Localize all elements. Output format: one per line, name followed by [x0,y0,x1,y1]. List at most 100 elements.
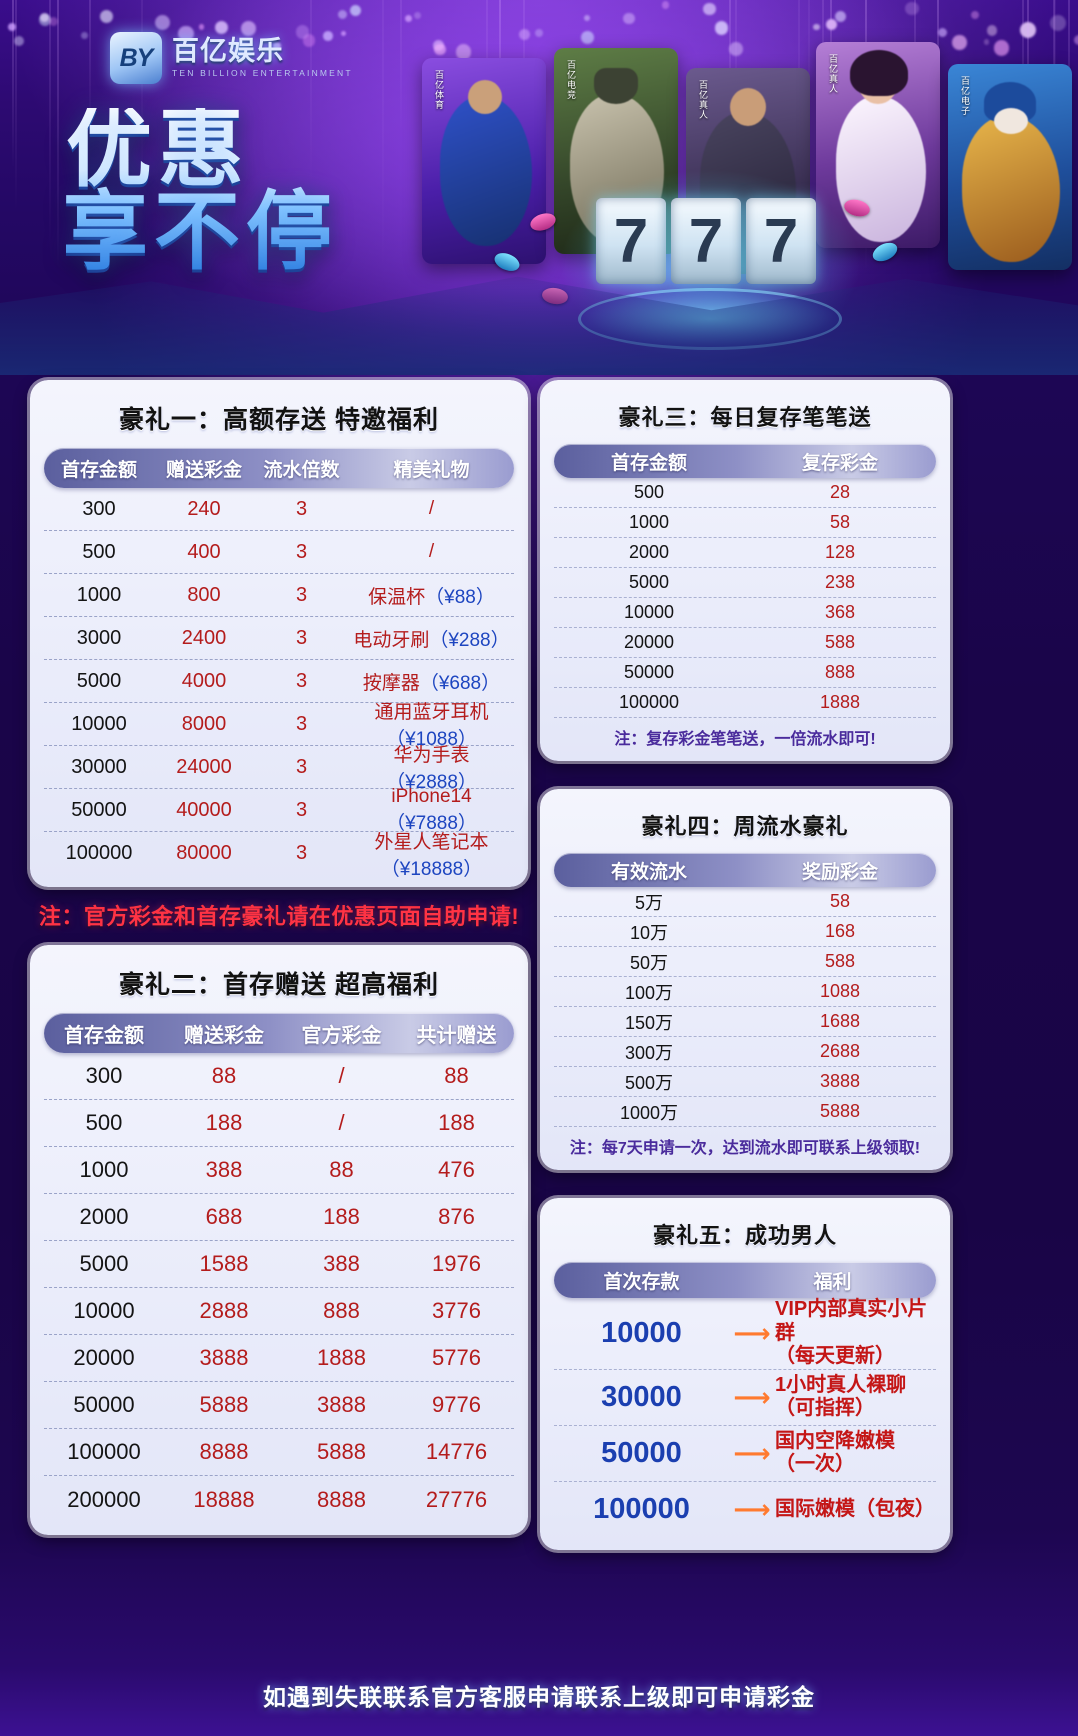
bonus-amount: 80000 [154,842,254,865]
gift3-title: 豪礼三：每日复存笔笔送 [554,400,936,432]
turnover-amount: 100万 [554,979,744,1005]
table-row: 10万 168 [554,917,936,947]
total-bonus: 876 [399,1204,514,1230]
gift1-title: 豪礼一：高额存送 特邀福利 [44,400,514,436]
deposit-amount: 10000 [554,1317,729,1350]
deposit-amount: 10000 [44,1298,164,1324]
table-row: 100000 80000 3 外星人笔记本（¥18888） [44,832,514,875]
bonus-amount: 18888 [164,1487,284,1513]
deposit-amount: 50000 [554,662,744,683]
game-card-slots[interactable]: 百亿电子 [948,64,1072,270]
table-row: 200000 18888 8888 27776 [44,1476,514,1523]
bonus-amount: 800 [154,584,254,607]
column-header: 精美礼物 [349,455,514,482]
redeposit-bonus: 888 [744,662,936,683]
official-bonus: 888 [284,1298,399,1324]
table-row: 10000 2888 888 3776 [44,1288,514,1335]
benefit-text: VIP内部真实小片群 （每天更新） [775,1298,936,1369]
game-card-sports[interactable]: 百亿体育 [422,58,546,264]
bonus-amount: 3888 [164,1345,284,1371]
table-row: 2000 128 [554,538,936,568]
game-card-tag: 百亿真人 [692,80,708,120]
bonus-amount: 240 [154,498,254,521]
deposit-amount: 5000 [44,670,154,693]
table-row: 10000 ⟶ VIP内部真实小片群 （每天更新） [554,1298,936,1370]
gift4-table-body: 5万 58 10万 168 50万 588 100万 1088 150万 1688 300万 2688… [554,887,936,1127]
gift2-table-header: 首存金额 赠送彩金 官方彩金 共计赠送 [44,1013,514,1053]
gift3-table-header: 首存金额 复存彩金 [554,444,936,478]
table-row: 500万 3888 [554,1067,936,1097]
table-row: 10000 368 [554,598,936,628]
reward-bonus: 5888 [744,1101,936,1122]
table-row: 500 400 3/ [44,531,514,574]
gift2-table-body: 300 88 / 88 500 188 / 188 1000 388 88 476 2000 688 188… [44,1053,514,1523]
hero-title: 优惠 享不停 [66,108,338,273]
gift-item: / [349,498,514,520]
official-bonus: / [284,1063,399,1089]
total-bonus: 88 [399,1063,514,1089]
brand-name-en: TEN BILLION ENTERTAINMENT [172,69,353,78]
reward-bonus: 2688 [744,1041,936,1062]
rollover-multiplier: 3 [254,842,349,865]
table-row: 5000 1588 388 1976 [44,1241,514,1288]
deposit-amount: 5000 [554,572,744,593]
brand-name-cn: 百亿娱乐 [172,38,353,65]
bonus-amount: 2400 [154,627,254,650]
gift-item: 电动牙刷（¥288） [349,625,514,652]
table-row: 100万 1088 [554,977,936,1007]
gift-item: 外星人笔记本（¥18888） [349,827,514,881]
brand-logo[interactable]: BY 百亿娱乐 TEN BILLION ENTERTAINMENT [110,32,353,84]
gift-item: 保温杯（¥88） [349,582,514,609]
turnover-amount: 300万 [554,1039,744,1065]
hero-title-line2: 享不停 [62,191,338,274]
turnover-amount: 1000万 [554,1099,744,1125]
deposit-amount: 300 [44,1063,164,1089]
turnover-amount: 5万 [554,889,744,915]
column-header: 有效流水 [554,857,744,884]
deposit-amount: 20000 [44,1345,164,1371]
table-row: 1000 58 [554,508,936,538]
official-bonus: 3888 [284,1392,399,1418]
gift1-note: 注：官方彩金和首存豪礼请在优惠页面自助申请! [30,899,528,931]
table-row: 300 88/88 [44,1053,514,1100]
gift-item: / [349,541,514,563]
rollover-multiplier: 3 [254,541,349,564]
table-row: 50000 ⟶ 国内空降嫩模（一次） [554,1426,936,1482]
table-row: 30000 ⟶ 1小时真人裸聊（可指挥） [554,1370,936,1426]
table-row: 3000 2400 3 电动牙刷（¥288） [44,617,514,660]
total-bonus: 188 [399,1110,514,1136]
deposit-amount: 500 [44,1110,164,1136]
deposit-amount: 10000 [554,602,744,623]
bonus-amount: 24000 [154,756,254,779]
deposit-amount: 50000 [44,1392,164,1418]
total-bonus: 5776 [399,1345,514,1371]
bonus-amount: 188 [164,1110,284,1136]
reward-bonus: 588 [744,951,936,972]
column-header: 福利 [729,1267,936,1294]
bonus-amount: 8888 [164,1439,284,1465]
deposit-amount: 100000 [44,1439,164,1465]
logo-badge: BY [110,32,162,84]
benefit-text: 国内空降嫩模（一次） [775,1430,936,1477]
column-header: 首次存款 [554,1267,729,1294]
gift5-card: 豪礼五：成功男人 首次存款 福利 10000 ⟶ VIP内部真实小片群 （每天更新） 3… [540,1198,950,1550]
rollover-multiplier: 3 [254,498,349,521]
redeposit-bonus: 58 [744,512,936,533]
column-header: 首存金额 [44,455,154,482]
redeposit-bonus: 238 [744,572,936,593]
redeposit-bonus: 128 [744,542,936,563]
rollover-multiplier: 3 [254,799,349,822]
deposit-amount: 1000 [554,512,744,533]
redeposit-bonus: 1888 [744,692,936,713]
arrow-icon: ⟶ [729,1438,775,1469]
gift4-card: 豪礼四：周流水豪礼 有效流水 奖励彩金 5万 58 10万 168 50万 588 100万… [540,789,950,1170]
gift5-table-header: 首次存款 福利 [554,1262,936,1298]
gift1-table-header: 首存金额 赠送彩金 流水倍数 精美礼物 [44,448,514,488]
official-bonus: / [284,1110,399,1136]
bonus-amount: 88 [164,1063,284,1089]
slot-reel: 7 [671,198,741,284]
column-header: 赠送彩金 [164,1019,284,1048]
redeposit-bonus: 28 [744,482,936,503]
hero-banner: BY 百亿娱乐 TEN BILLION ENTERTAINMENT 优惠 享不停… [0,0,1078,375]
right-column: 豪礼三：每日复存笔笔送 首存金额 复存彩金 500 28 1000 58 2000 128… [540,380,950,1550]
